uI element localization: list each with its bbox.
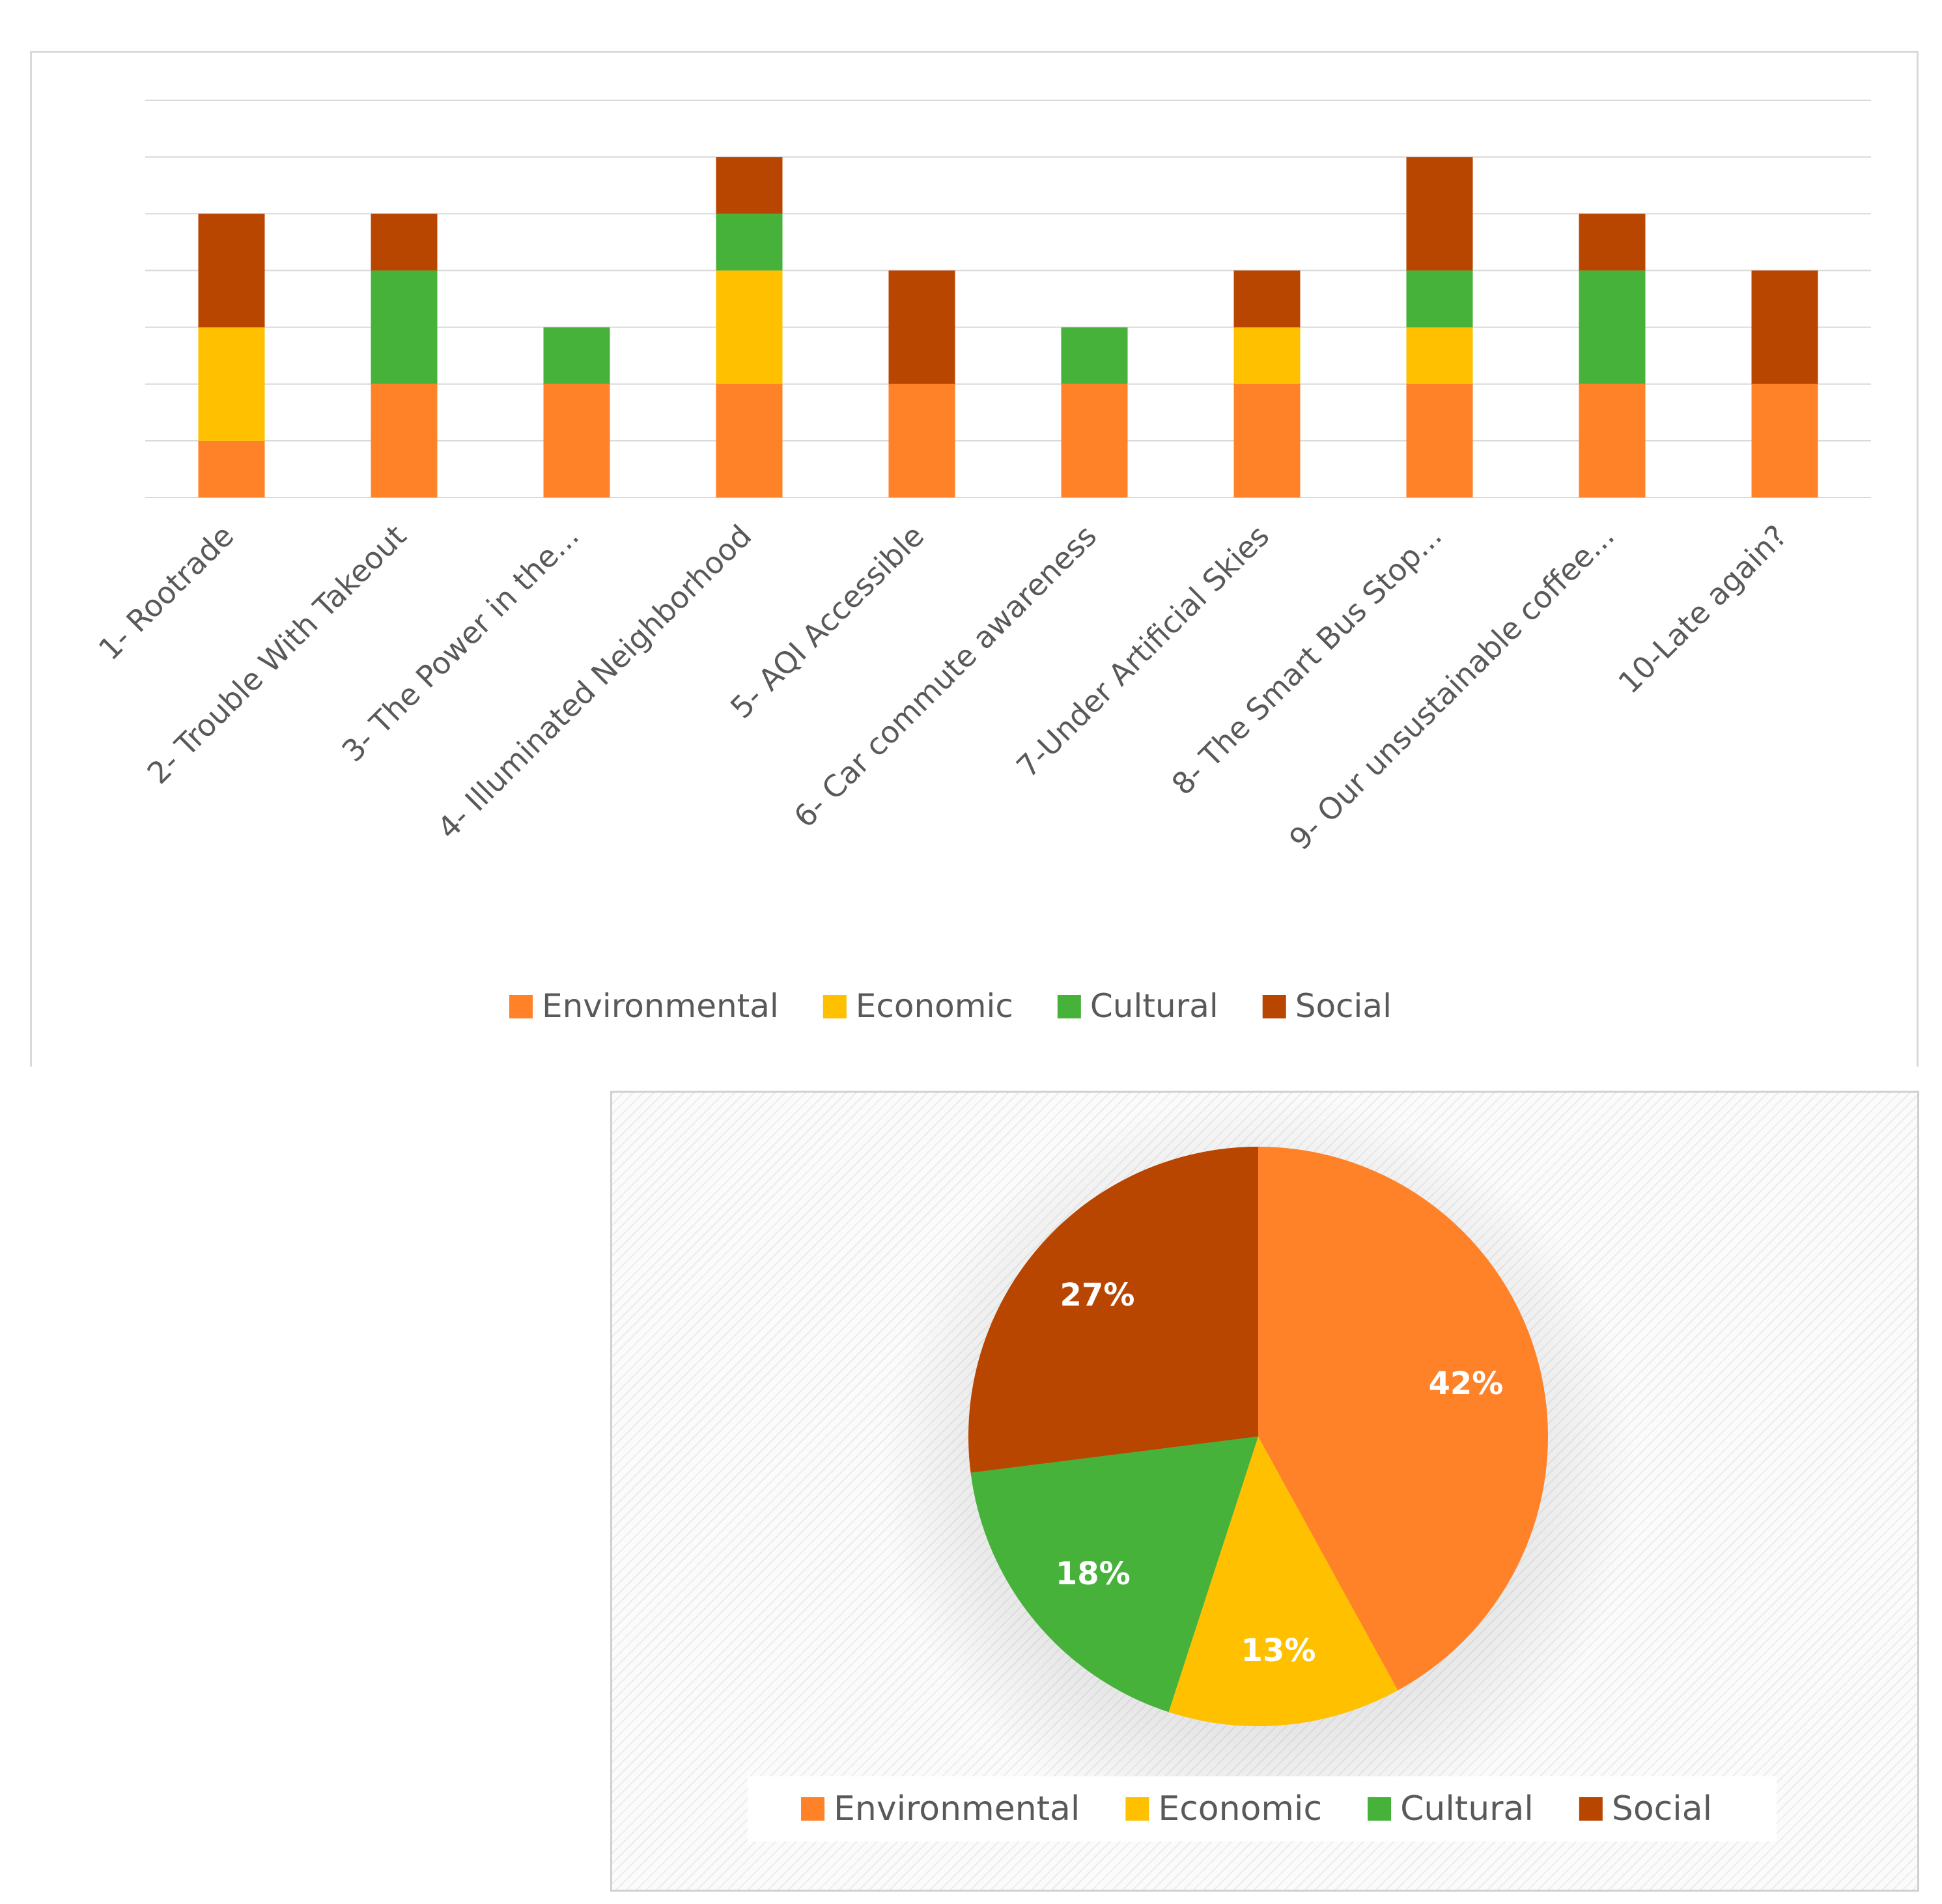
pie-label-social: 27% bbox=[1060, 1277, 1135, 1313]
bar-environmental-9 bbox=[1579, 384, 1646, 497]
bar-environmental-6 bbox=[1061, 384, 1128, 497]
x-tick-label: 6- Car commute awareness bbox=[787, 518, 1103, 835]
pie-chart-legend: Environmental Economic Cultural Social bbox=[801, 1789, 1712, 1828]
bar-social-9 bbox=[1579, 214, 1646, 271]
pie-slices bbox=[968, 1147, 1548, 1726]
bar-environmental-2 bbox=[371, 384, 438, 497]
bar-environmental-3 bbox=[543, 384, 610, 497]
bar-social-10 bbox=[1751, 270, 1818, 384]
bar-environmental-8 bbox=[1406, 384, 1473, 497]
bar-social-5 bbox=[888, 270, 955, 384]
legend-label-social: Social bbox=[1295, 987, 1392, 1025]
bar-chart-legend: Environmental Economic Cultural Social bbox=[509, 987, 1392, 1025]
pie-label-environmental: 42% bbox=[1429, 1365, 1504, 1402]
legend-swatch-environmental bbox=[509, 995, 533, 1018]
x-tick-label: 1- Rootrade bbox=[92, 518, 241, 667]
legend-swatch-economic bbox=[823, 995, 847, 1018]
pie-label-cultural: 18% bbox=[1056, 1556, 1131, 1592]
pie-legend-label-social: Social bbox=[1612, 1789, 1712, 1828]
x-tick-label: 8- The Smart Bus Stop... bbox=[1165, 518, 1449, 802]
x-tick-label: 5- AQI Accessible bbox=[724, 518, 931, 725]
bar-cultural-3 bbox=[543, 327, 610, 384]
bar-environmental-4 bbox=[716, 384, 783, 497]
legend-swatch-social bbox=[1262, 995, 1286, 1018]
pie-legend-label-environmental: Environmental bbox=[834, 1789, 1080, 1828]
bar-economic-1 bbox=[198, 327, 265, 441]
legend-label-economic: Economic bbox=[856, 987, 1013, 1025]
bar-environmental-1 bbox=[198, 440, 265, 497]
bar-social-2 bbox=[371, 214, 438, 271]
bar-social-8 bbox=[1406, 157, 1473, 271]
pie-legend-background bbox=[748, 1776, 1777, 1841]
bar-environmental-10 bbox=[1751, 384, 1818, 497]
bar-cultural-2 bbox=[371, 270, 438, 384]
pie-slice-environmental bbox=[1258, 1147, 1548, 1690]
legend-label-environmental: Environmental bbox=[542, 987, 779, 1025]
bar-cultural-9 bbox=[1579, 270, 1646, 384]
bar-economic-8 bbox=[1406, 327, 1473, 384]
pie-legend-swatch-economic bbox=[1125, 1797, 1149, 1821]
pie-chart-panel: 42% 13% 18% 27% Environmental Economic Cultur… bbox=[610, 1091, 1919, 1892]
bar-economic-4 bbox=[716, 270, 783, 384]
stacked-bar-chart-panel: 1- Rootrade 2- Trouble With Takeout 3- The… bbox=[30, 51, 1919, 1067]
x-tick-label: 9- Our unsustainable coffee... bbox=[1282, 518, 1621, 857]
pie-slice-economic bbox=[1168, 1436, 1398, 1726]
bar-environmental-5 bbox=[888, 384, 955, 497]
legend-swatch-cultural bbox=[1057, 995, 1081, 1018]
pie-legend-swatch-environmental bbox=[801, 1797, 824, 1821]
pie-data-labels: 42% 13% 18% 27% bbox=[1056, 1277, 1504, 1669]
bar-environmental-7 bbox=[1233, 384, 1301, 497]
pie-legend-swatch-cultural bbox=[1368, 1797, 1392, 1821]
bar-segments bbox=[198, 157, 1818, 497]
pie-legend-swatch-social bbox=[1579, 1797, 1603, 1821]
pie-label-economic: 13% bbox=[1241, 1632, 1316, 1669]
bar-cultural-4 bbox=[716, 214, 783, 271]
pie-slice-social bbox=[968, 1147, 1258, 1473]
pie-legend-label-cultural: Cultural bbox=[1400, 1789, 1534, 1828]
bar-cultural-8 bbox=[1406, 270, 1473, 328]
bar-economic-7 bbox=[1233, 327, 1301, 384]
pie-chart: 42% 13% 18% 27% Environmental Economic Cultur… bbox=[748, 1093, 1777, 1848]
legend-label-cultural: Cultural bbox=[1090, 987, 1218, 1025]
bar-social-1 bbox=[198, 214, 265, 328]
x-tick-label: 4- Illuminated Neighborhood bbox=[430, 518, 758, 846]
bar-social-4 bbox=[716, 157, 783, 214]
bar-social-7 bbox=[1233, 270, 1301, 328]
bar-cultural-6 bbox=[1061, 327, 1128, 384]
pie-legend-label-economic: Economic bbox=[1158, 1789, 1322, 1828]
pie-slice-cultural bbox=[970, 1436, 1258, 1713]
x-tick-label: 10-Late again? bbox=[1611, 518, 1794, 701]
